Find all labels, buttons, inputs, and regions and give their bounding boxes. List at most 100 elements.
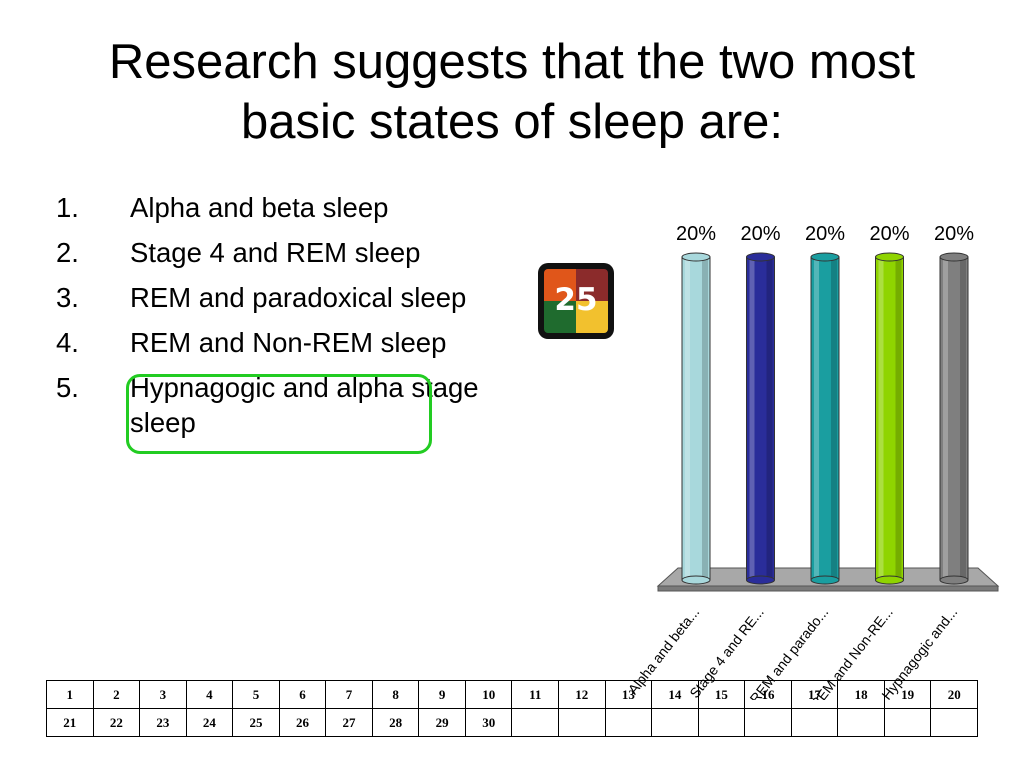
bar-shade bbox=[831, 257, 837, 580]
bar-body bbox=[681, 256, 711, 581]
grid-cell: 18 bbox=[837, 680, 885, 709]
bar-value-label: 20% bbox=[869, 223, 909, 245]
answer-option-4: 4. REM and Non-REM sleep bbox=[56, 325, 506, 360]
bar-value-label: 20% bbox=[676, 223, 716, 245]
grid-cell bbox=[604, 708, 653, 737]
answer-option-3: 3. REM and paradoxical sleep bbox=[56, 280, 506, 315]
grid-cell bbox=[744, 708, 792, 737]
grid-cell: 13 bbox=[604, 680, 653, 709]
grid-cell: 6 bbox=[278, 680, 327, 709]
bar-value-label: 20% bbox=[740, 223, 780, 245]
answer-number: 1. bbox=[56, 192, 79, 223]
bar-shade bbox=[960, 257, 966, 580]
timer-quadrant bbox=[576, 269, 608, 301]
grid-row: 21 22 23 24 25 26 27 28 29 30 bbox=[46, 708, 978, 737]
bar-shine bbox=[685, 257, 690, 580]
chart-bar bbox=[810, 252, 840, 585]
grid-cell: 1 bbox=[46, 680, 94, 709]
bar-body bbox=[810, 256, 840, 581]
bar-shade bbox=[766, 257, 773, 580]
timer-quadrant bbox=[544, 301, 576, 333]
grid-row: 1 2 3 4 5 6 7 8 9 10 11 12 13 14 15 16 17 18 19 20 bbox=[46, 680, 978, 709]
grid-cell bbox=[697, 708, 746, 737]
answer-text: Alpha and beta sleep bbox=[130, 192, 389, 223]
grid-cell bbox=[930, 708, 978, 737]
grid-cell: 4 bbox=[185, 680, 234, 709]
grid-cell: 21 bbox=[46, 708, 94, 737]
grid-cell: 2 bbox=[92, 680, 141, 709]
grid-cell: 10 bbox=[464, 680, 513, 709]
answer-number: 3. bbox=[56, 282, 79, 313]
grid-cell: 24 bbox=[185, 708, 234, 737]
chart-bar bbox=[875, 252, 904, 585]
slide-title: Research suggests that the two most basi… bbox=[108, 35, 916, 149]
grid-cell: 17 bbox=[790, 680, 839, 709]
grid-cell bbox=[511, 708, 560, 737]
bar-shade bbox=[702, 257, 708, 580]
bar-shine bbox=[878, 257, 884, 580]
bar-base bbox=[810, 575, 840, 585]
chart-floor-edge bbox=[657, 585, 999, 592]
response-grid: 1 2 3 4 5 6 7 8 9 10 11 12 13 14 15 16 17 18 19 20 21 22 23 24 2… bbox=[46, 680, 978, 737]
countdown-timer: 25 bbox=[538, 263, 614, 339]
grid-cell: 15 bbox=[697, 680, 746, 709]
grid-cell: 28 bbox=[371, 708, 420, 737]
bar-value-label: 20% bbox=[934, 223, 974, 245]
grid-cell bbox=[837, 708, 885, 737]
bar-shine bbox=[943, 257, 948, 580]
bar-base bbox=[746, 575, 775, 585]
grid-cell: 5 bbox=[232, 680, 280, 709]
bar-top bbox=[939, 252, 969, 262]
bar-value-label: 20% bbox=[805, 223, 845, 245]
bar-body bbox=[939, 256, 969, 581]
grid-cell bbox=[790, 708, 839, 737]
grid-cell: 27 bbox=[325, 708, 373, 737]
grid-cell: 30 bbox=[464, 708, 513, 737]
bar-top bbox=[810, 252, 840, 262]
bar-shade bbox=[895, 257, 902, 580]
answer-option-1: 1. Alpha and beta sleep bbox=[56, 190, 506, 225]
bar-base bbox=[681, 575, 711, 585]
grid-cell: 20 bbox=[930, 680, 978, 709]
bar-body bbox=[875, 256, 904, 581]
bar-base bbox=[939, 575, 969, 585]
chart-bar bbox=[939, 252, 969, 585]
answer-option-2: 2. Stage 4 and REM sleep bbox=[56, 235, 506, 270]
bar-top bbox=[875, 252, 904, 262]
bar-top bbox=[681, 252, 711, 262]
response-bar-chart: 20%Alpha and beta...20%Stage 4 and RE...… bbox=[625, 223, 1000, 700]
grid-cell: 22 bbox=[92, 708, 141, 737]
grid-cell: 7 bbox=[325, 680, 373, 709]
grid-cell: 19 bbox=[883, 680, 932, 709]
grid-cell: 9 bbox=[418, 680, 466, 709]
timer-quadrant bbox=[576, 301, 608, 333]
bar-body bbox=[746, 256, 775, 581]
grid-cell: 16 bbox=[744, 680, 792, 709]
grid-cell: 8 bbox=[371, 680, 420, 709]
grid-cell: 29 bbox=[418, 708, 466, 737]
chart-bar bbox=[681, 252, 711, 585]
timer-value: 25 bbox=[554, 282, 598, 318]
answer-number: 4. bbox=[56, 327, 79, 358]
answer-number: 5. bbox=[56, 372, 79, 403]
grid-cell bbox=[558, 708, 606, 737]
grid-cell bbox=[883, 708, 932, 737]
grid-cell: 14 bbox=[651, 680, 699, 709]
grid-cell: 12 bbox=[558, 680, 606, 709]
timer-quadrant bbox=[544, 269, 576, 301]
grid-cell: 23 bbox=[139, 708, 187, 737]
grid-cell: 3 bbox=[139, 680, 187, 709]
answer-text: REM and Non-REM sleep bbox=[130, 327, 447, 358]
grid-cell: 11 bbox=[511, 680, 560, 709]
answer-text: REM and paradoxical sleep bbox=[130, 282, 467, 313]
bar-top bbox=[746, 252, 775, 262]
answer-text: Stage 4 and REM sleep bbox=[130, 237, 421, 268]
correct-answer-highlight bbox=[126, 374, 432, 454]
grid-cell bbox=[651, 708, 699, 737]
chart-bar bbox=[746, 252, 775, 585]
grid-cell: 25 bbox=[232, 708, 280, 737]
grid-cell: 26 bbox=[278, 708, 327, 737]
bar-base bbox=[875, 575, 904, 585]
bar-shine bbox=[749, 257, 755, 580]
bar-shine bbox=[814, 257, 819, 580]
